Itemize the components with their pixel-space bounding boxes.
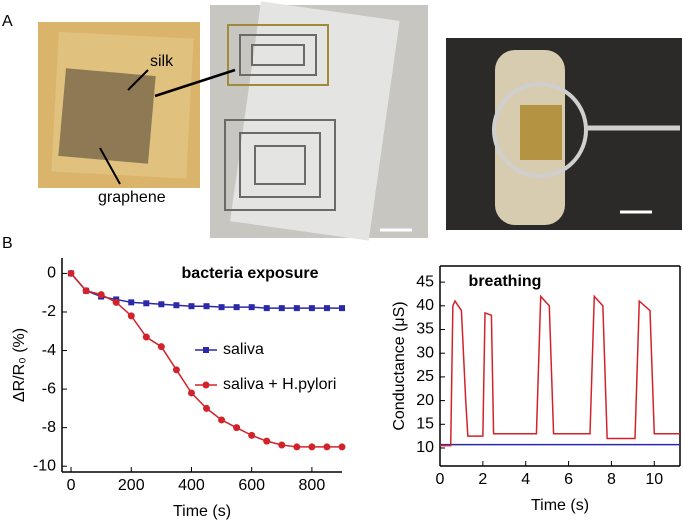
marker	[293, 305, 300, 312]
arrow	[127, 69, 149, 91]
marker	[173, 302, 180, 309]
chart-title: breathing	[469, 273, 542, 290]
y-tick-label: 20	[416, 392, 434, 409]
y-tick-label: 40	[416, 297, 434, 314]
x-tick-label: 800	[299, 477, 326, 494]
x-tick-label: 6	[564, 471, 573, 488]
chart-title: bacteria exposure	[182, 265, 319, 282]
marker	[278, 305, 285, 312]
marker	[233, 424, 241, 432]
marker	[278, 441, 286, 449]
arrow	[99, 147, 121, 185]
y-tick-label: 25	[416, 368, 434, 385]
marker	[188, 303, 195, 310]
photo-label: graphene	[98, 189, 166, 206]
x-tick-label: 8	[607, 471, 616, 488]
marker	[97, 291, 105, 299]
panel-label: B	[2, 235, 13, 252]
legend-marker	[203, 347, 209, 353]
y-tick-label: 30	[416, 344, 434, 361]
panel-label: A	[2, 13, 13, 30]
marker	[187, 389, 195, 397]
x-tick-label: 400	[178, 477, 205, 494]
marker	[218, 416, 226, 424]
marker	[308, 443, 316, 451]
x-tick-label: 600	[238, 477, 265, 494]
marker	[263, 437, 271, 445]
marker	[323, 305, 330, 312]
marker	[158, 301, 165, 308]
marker	[338, 443, 346, 451]
y-axis-label: ΔR/R₀ (%)	[11, 328, 28, 402]
marker	[82, 287, 90, 295]
legend-label: saliva	[223, 341, 264, 358]
arrow	[154, 68, 236, 98]
marker	[323, 443, 331, 451]
marker	[203, 404, 211, 412]
y-tick-label: 35	[416, 321, 434, 338]
marker	[218, 304, 225, 311]
legend-label: saliva + H.pylori	[223, 376, 336, 393]
marker	[293, 443, 301, 451]
x-tick-label: 4	[521, 471, 530, 488]
series-line	[440, 294, 680, 447]
y-tick-label: 10	[416, 439, 434, 456]
marker	[143, 300, 150, 307]
y-tick-label: 45	[416, 273, 434, 290]
marker	[248, 304, 255, 311]
x-tick-label: 2	[478, 471, 487, 488]
y-tick-label: -2	[42, 303, 56, 320]
y-tick-label: -4	[42, 342, 56, 359]
y-axis-label: Conductance (μS)	[391, 301, 408, 430]
marker	[127, 312, 135, 320]
x-axis-label: Time (s)	[173, 503, 231, 520]
y-tick-label: -8	[42, 419, 56, 436]
x-tick-label: 0	[67, 477, 76, 494]
marker	[142, 333, 150, 341]
coil	[224, 24, 336, 211]
y-tick-label: -6	[42, 380, 56, 397]
legend-marker	[202, 381, 210, 389]
marker	[308, 305, 315, 312]
graphene-film	[58, 68, 156, 164]
sensor	[520, 105, 562, 160]
marker	[157, 343, 165, 351]
series-line	[70, 272, 342, 448]
marker	[67, 269, 75, 277]
x-tick-label: 0	[436, 471, 445, 488]
photo-label: silk	[150, 53, 174, 70]
y-tick-label: -10	[33, 457, 56, 474]
y-tick-label: 0	[47, 265, 56, 282]
marker	[263, 305, 270, 312]
x-tick-label: 10	[645, 471, 663, 488]
marker	[203, 303, 210, 310]
x-tick-label: 200	[118, 477, 145, 494]
x-axis-label: Time (s)	[531, 497, 589, 514]
marker	[233, 304, 240, 311]
marker	[248, 431, 256, 439]
marker	[128, 299, 135, 306]
marker	[339, 305, 345, 312]
y-tick-label: 15	[416, 416, 434, 433]
marker	[172, 366, 180, 374]
marker	[112, 298, 120, 306]
